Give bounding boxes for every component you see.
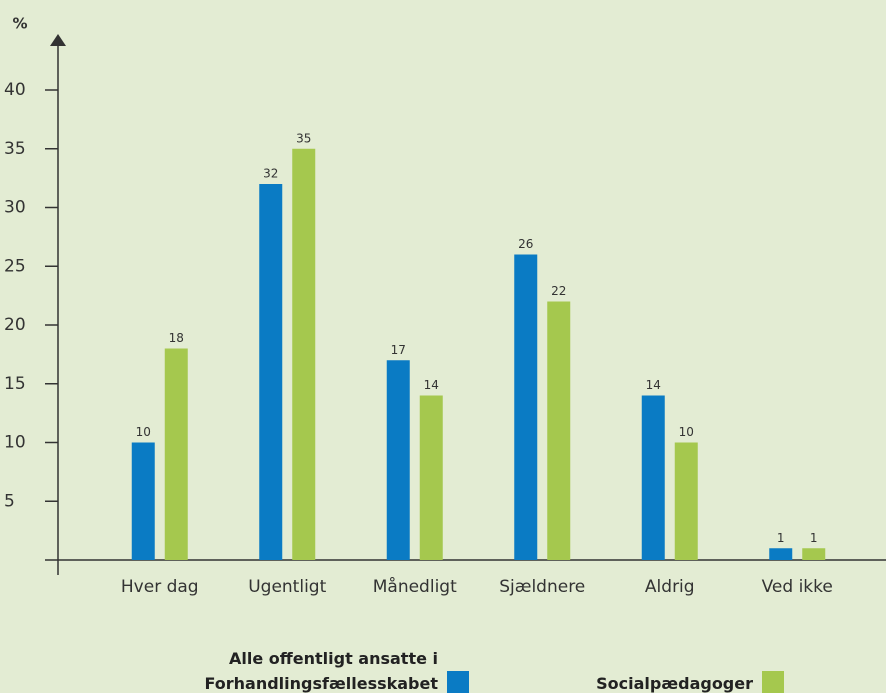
legend-item: Socialpædagoger <box>596 671 784 693</box>
y-tick-label: 10 <box>4 433 26 453</box>
x-tick-label: Ugentligt <box>248 577 326 597</box>
value-label: 10 <box>136 425 151 439</box>
value-label: 32 <box>263 167 278 181</box>
x-tick-label: Aldrig <box>645 577 695 597</box>
value-label: 26 <box>518 237 533 251</box>
bar <box>514 254 538 560</box>
bar <box>131 442 155 560</box>
value-label: 35 <box>296 131 311 145</box>
y-tick-label: 25 <box>4 256 26 276</box>
bar <box>292 148 316 560</box>
x-tick-label: Hver dag <box>121 577 199 597</box>
y-axis-arrow <box>50 34 66 46</box>
value-label: 14 <box>646 378 661 392</box>
bar <box>769 548 793 560</box>
bar <box>386 360 410 560</box>
value-label: 18 <box>169 331 184 345</box>
value-label: 22 <box>551 284 566 298</box>
value-label: 17 <box>391 343 406 357</box>
y-tick-label: 20 <box>4 315 26 335</box>
y-tick-label: 40 <box>4 80 26 100</box>
y-tick-label: 35 <box>4 139 26 159</box>
bar <box>641 395 665 560</box>
x-tick-label: Ved ikke <box>762 577 833 597</box>
value-label: 10 <box>679 425 694 439</box>
bar <box>259 184 283 560</box>
bar <box>164 348 188 560</box>
bar <box>419 395 443 560</box>
x-tick-label: Sjældnere <box>499 577 585 597</box>
legend-item: Alle offentligt ansatte i Forhandlingsfæ… <box>148 646 469 693</box>
y-tick-label: 30 <box>4 198 26 218</box>
bar <box>802 548 826 560</box>
value-label: 14 <box>424 378 439 392</box>
y-tick-label: 5 <box>4 491 15 511</box>
bar <box>547 301 571 560</box>
value-label: 1 <box>777 531 785 545</box>
y-axis-label: % <box>12 15 27 33</box>
legend-label: Socialpædagoger <box>596 674 753 693</box>
y-tick-label: 15 <box>4 374 26 394</box>
legend-swatch <box>447 671 469 693</box>
bar <box>674 442 698 560</box>
legend-swatch <box>762 671 784 693</box>
value-label: 1 <box>810 531 818 545</box>
x-tick-label: Månedligt <box>373 576 457 597</box>
legend-label: Alle offentligt ansatte i Forhandlingsfæ… <box>204 649 438 693</box>
